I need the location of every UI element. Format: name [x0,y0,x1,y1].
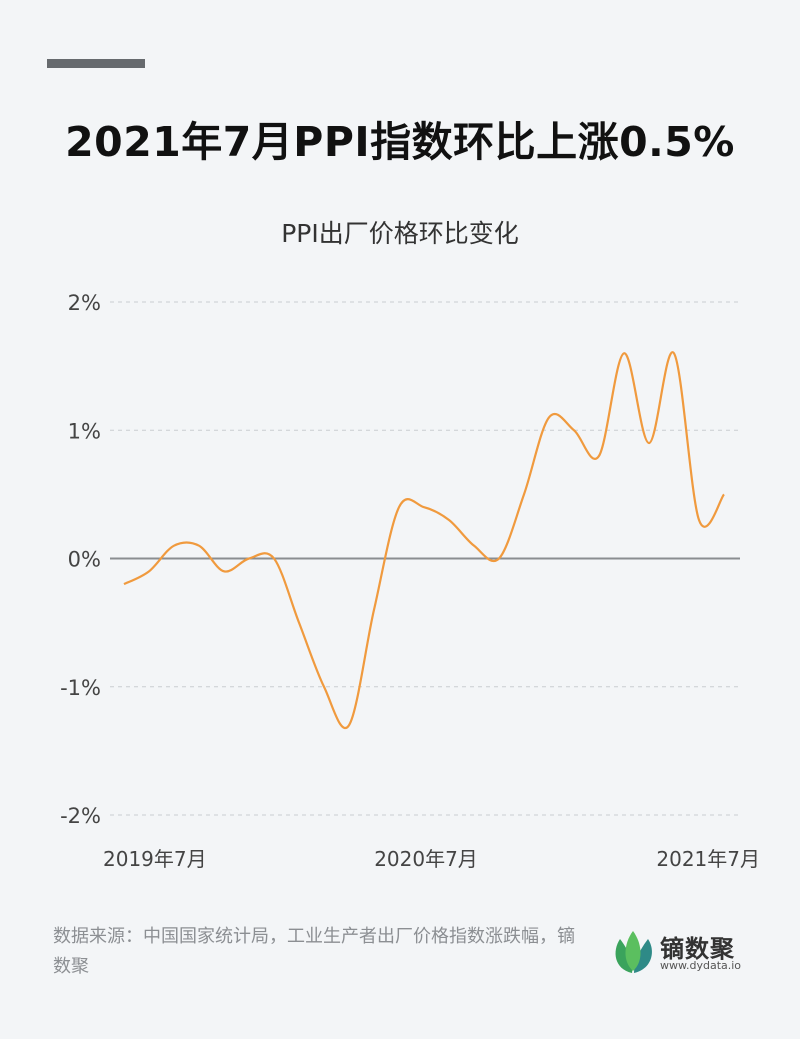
data-point [348,724,350,726]
data-source-note: 数据来源：中国国家统计局，工业生产者出厂价格指数涨跌幅，镝数聚 [53,926,575,977]
data-point [448,519,450,521]
x-tick-label: 2019年7月 [103,847,207,871]
data-point [273,557,275,559]
data-point [573,429,575,431]
data-point [523,493,525,495]
data-point [698,519,700,521]
x-tick-label: 2021年7月 [656,847,760,871]
data-point [148,570,150,572]
data-point [323,686,325,688]
data-point [173,544,175,546]
data-point [623,352,625,354]
series-line-ppi [123,351,725,729]
data-point [423,506,425,508]
data-point [673,352,675,354]
chart-subtitle: PPI出厂价格环比变化 [281,219,519,248]
data-point [373,609,375,611]
data-point [598,455,600,457]
data-point [223,570,225,572]
brand-logo: 镝数聚 www.dydata.io [612,927,782,977]
header-accent-bar [47,59,145,68]
y-tick-label: 2% [68,291,101,315]
y-tick-label: -1% [60,676,101,700]
data-point [548,416,550,418]
y-tick-label: -2% [60,804,101,828]
data-point [473,544,475,546]
data-point [123,583,125,585]
ppi-line-chart: 2% 1% 0% -1% -2%2019年7月 2020年7月 2021年7月 [60,291,760,871]
y-tick-label: 0% [68,548,101,572]
leaf-icon [615,931,652,973]
brand-name: 镝数聚 [660,935,735,963]
data-point [198,544,200,546]
data-point [723,493,725,495]
data-point [248,557,250,559]
x-tick-label: 2020年7月 [374,847,478,871]
page-title: 2021年7月PPI指数环比上涨0.5% [65,118,735,166]
data-point [398,506,400,508]
data-point [648,442,650,444]
data-point [298,621,300,623]
y-tick-label: 1% [68,419,101,443]
brand-url: www.dydata.io [660,959,742,972]
data-point [498,557,500,559]
